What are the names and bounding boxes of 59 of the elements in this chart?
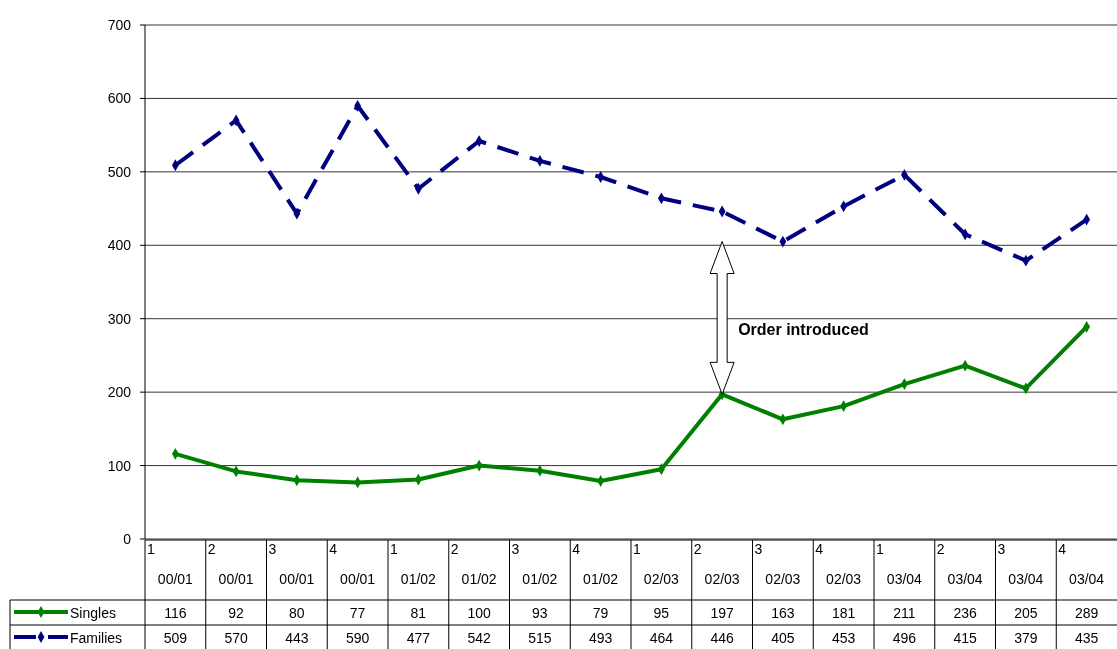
x-tick-label: 2 02/03 [693, 541, 740, 587]
x-tick-label: 1 00/01 [147, 541, 194, 587]
data-label: 100 [467, 605, 492, 621]
y-tick-label: 700 [107, 17, 132, 33]
x-tick-label: 1 03/04 [876, 541, 923, 587]
x-tick-label: 1 02/03 [633, 541, 680, 587]
data-label: 415 [953, 630, 978, 646]
y-tick-label: 100 [107, 457, 132, 474]
x-tick-label: 4 01/02 [572, 541, 619, 587]
data-label: 92 [228, 605, 245, 621]
data-label: 515 [528, 630, 552, 646]
data-label: 405 [771, 630, 795, 646]
data-label: 81 [410, 605, 427, 621]
data-label: 289 [1074, 605, 1099, 621]
data-label: 590 [345, 630, 370, 646]
data-label: 446 [710, 630, 735, 646]
data-label: 464 [649, 630, 674, 646]
data-label: 542 [467, 630, 492, 646]
x-tick-label: 2 03/04 [936, 541, 983, 587]
x-tick-label: 2 00/01 [207, 541, 254, 587]
data-label: 197 [710, 605, 735, 621]
data-label: 116 [164, 605, 187, 621]
y-tick-label: 200 [107, 384, 132, 401]
annotation: Order introduced [738, 321, 869, 339]
legend-label: Singles [70, 605, 116, 621]
x-tick-label: 2 01/02 [450, 541, 497, 587]
data-label: 570 [224, 630, 249, 646]
x-tick-label: 3 01/02 [511, 541, 558, 587]
data-label: 453 [831, 630, 856, 646]
data-label: 79 [592, 605, 609, 621]
x-tick-label: 3 02/03 [754, 541, 801, 587]
data-label: 477 [406, 630, 431, 646]
data-label: 443 [285, 630, 309, 646]
data-label: 181 [831, 605, 856, 621]
data-label: 493 [588, 630, 613, 646]
y-tick-label: 0 [123, 531, 132, 547]
data-label: 509 [163, 630, 188, 646]
x-tick-label: 4 03/04 [1058, 541, 1105, 587]
data-label: 236 [953, 605, 978, 621]
x-tick-label: 3 00/01 [268, 541, 315, 587]
data-label: 205 [1014, 605, 1038, 621]
data-label: 95 [653, 605, 670, 621]
data-label: 163 [771, 605, 795, 621]
data-label: 93 [532, 605, 548, 621]
data-label: 211 [893, 605, 916, 621]
x-tick-label: 4 00/01 [329, 541, 376, 587]
data-label: 496 [892, 630, 917, 646]
data-label: 435 [1074, 630, 1099, 646]
data-label: 77 [349, 605, 366, 621]
data-label: 80 [289, 605, 305, 621]
data-label: 379 [1014, 630, 1038, 646]
x-tick-label: 4 02/03 [815, 541, 862, 587]
legend-label: Families [70, 630, 123, 646]
y-tick-label: 400 [107, 237, 132, 254]
y-tick-label: 600 [107, 90, 132, 107]
y-tick-label: 500 [107, 163, 132, 180]
x-tick-label: 3 03/04 [997, 541, 1044, 587]
y-tick-label: 300 [107, 310, 132, 327]
x-tick-label: 1 01/02 [390, 541, 437, 587]
